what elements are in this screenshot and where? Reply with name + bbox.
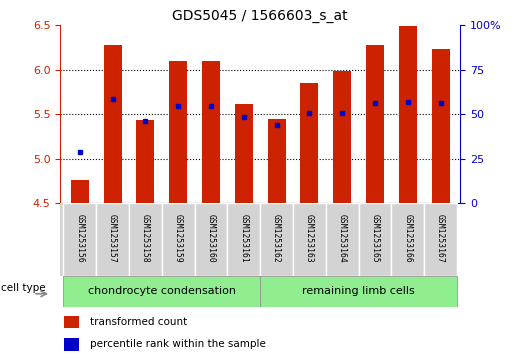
Bar (293, 203, 326, 276)
Text: GSM1253159: GSM1253159 (174, 214, 183, 262)
Bar (137, 120, 154, 203)
Title: GDS5045 / 1566603_s_at: GDS5045 / 1566603_s_at (173, 9, 348, 23)
Bar (235, 104, 253, 203)
Bar (399, 26, 417, 203)
Bar (431, 49, 450, 203)
Bar (96, 203, 129, 276)
Bar (162, 203, 195, 276)
Bar (424, 203, 457, 276)
Bar (169, 61, 187, 203)
Bar (64, 316, 78, 328)
Bar (326, 203, 359, 276)
Bar (300, 83, 319, 203)
Bar (71, 180, 89, 203)
Text: GSM1253163: GSM1253163 (305, 214, 314, 262)
Bar (268, 119, 286, 203)
Text: GSM1253162: GSM1253162 (272, 214, 281, 262)
Text: GSM1253165: GSM1253165 (370, 214, 380, 262)
Bar (359, 203, 391, 276)
Bar (260, 276, 457, 307)
Text: chondrocyte condensation: chondrocyte condensation (88, 286, 236, 296)
Text: GSM1253157: GSM1253157 (108, 214, 117, 262)
Text: GSM1253160: GSM1253160 (207, 214, 215, 262)
Text: GSM1253161: GSM1253161 (240, 214, 248, 262)
Bar (391, 203, 424, 276)
Bar (129, 203, 162, 276)
Bar (260, 203, 293, 276)
Text: GSM1253166: GSM1253166 (403, 214, 412, 262)
Bar (228, 203, 260, 276)
Bar (64, 338, 78, 351)
Text: transformed count: transformed count (90, 317, 187, 327)
Bar (63, 203, 96, 276)
Bar (63, 276, 260, 307)
Text: percentile rank within the sample: percentile rank within the sample (90, 339, 266, 350)
Text: GSM1253158: GSM1253158 (141, 214, 150, 262)
Text: cell type: cell type (1, 283, 45, 293)
Bar (333, 71, 351, 203)
Bar (366, 45, 384, 203)
Bar (195, 203, 228, 276)
Text: GSM1253164: GSM1253164 (338, 214, 347, 262)
Text: remaining limb cells: remaining limb cells (302, 286, 415, 296)
Text: GSM1253167: GSM1253167 (436, 214, 445, 262)
Text: GSM1253156: GSM1253156 (75, 214, 84, 262)
Bar (202, 61, 220, 203)
Bar (104, 45, 122, 203)
